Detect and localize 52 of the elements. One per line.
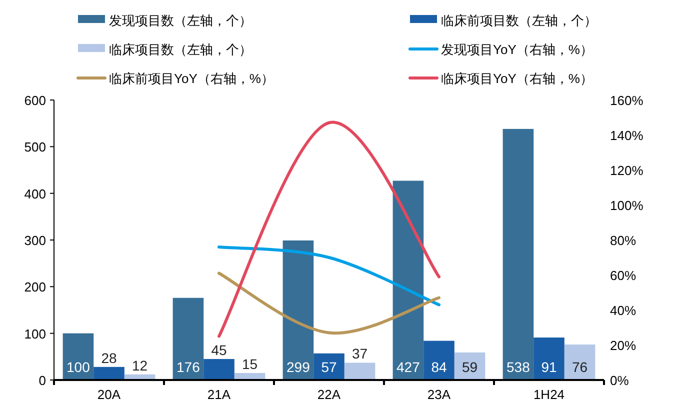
y-tick-label: 300 <box>24 233 46 248</box>
data-label: 59 <box>462 359 478 375</box>
bar <box>534 338 564 380</box>
x-tick-label: 21A <box>207 387 231 402</box>
bar <box>172 298 204 380</box>
legend-label: 临床项目数（左轴，个） <box>109 42 252 57</box>
y2-tick-label: 140% <box>610 128 644 143</box>
data-label: 538 <box>506 359 530 375</box>
y2-tick-label: 60% <box>610 268 636 283</box>
data-label: 427 <box>396 359 420 375</box>
y2-tick-label: 160% <box>610 93 644 108</box>
y-tick-label: 400 <box>24 186 46 202</box>
y-tick-label: 500 <box>24 140 46 155</box>
data-label: 84 <box>431 359 447 375</box>
legend-label: 临床前项目数（左轴，个） <box>441 13 597 28</box>
data-label: 91 <box>541 359 557 375</box>
data-label: 12 <box>132 357 148 374</box>
bar <box>502 128 534 380</box>
y2-tick-label: 0% <box>610 373 630 388</box>
bar <box>282 240 314 380</box>
x-tick-label: 1H24 <box>533 387 565 402</box>
y-tick-label: 0 <box>38 373 46 388</box>
y2-tick-label: 80% <box>610 233 636 248</box>
bar <box>424 340 454 380</box>
data-label: 28 <box>101 350 117 366</box>
x-tick-label: 22A <box>317 387 341 402</box>
y2-tick-label: 40% <box>610 303 636 318</box>
data-label: 37 <box>352 346 368 362</box>
data-label: 100 <box>66 359 90 375</box>
data-label: 299 <box>286 359 310 375</box>
legend-label: 发现项目YoY（右轴，%） <box>441 42 593 57</box>
y-tick-label: 200 <box>24 280 46 295</box>
y-tick-label: 100 <box>24 326 46 342</box>
bar <box>564 344 596 380</box>
y2-tick-label: 100% <box>610 198 644 213</box>
y-tick-label: 600 <box>24 93 46 108</box>
bar <box>392 180 424 380</box>
x-tick-label: 20A <box>97 387 121 402</box>
legend-label: 发现项目数（左轴，个） <box>109 13 252 28</box>
data-label: 45 <box>211 342 227 358</box>
y2-tick-label: 120% <box>610 163 644 178</box>
data-label: 176 <box>176 359 200 375</box>
data-label: 76 <box>572 359 588 375</box>
y2-tick-label: 20% <box>610 338 636 353</box>
x-tick-label: 23A <box>427 387 451 402</box>
data-label: 15 <box>242 356 258 372</box>
bar <box>344 362 376 380</box>
bar <box>204 359 234 380</box>
data-label: 57 <box>321 359 337 375</box>
legend-label: 临床前项目YoY（右轴，%） <box>109 71 274 86</box>
bar <box>94 366 124 380</box>
legend-label: 临床项目YoY（右轴，%） <box>441 71 593 86</box>
